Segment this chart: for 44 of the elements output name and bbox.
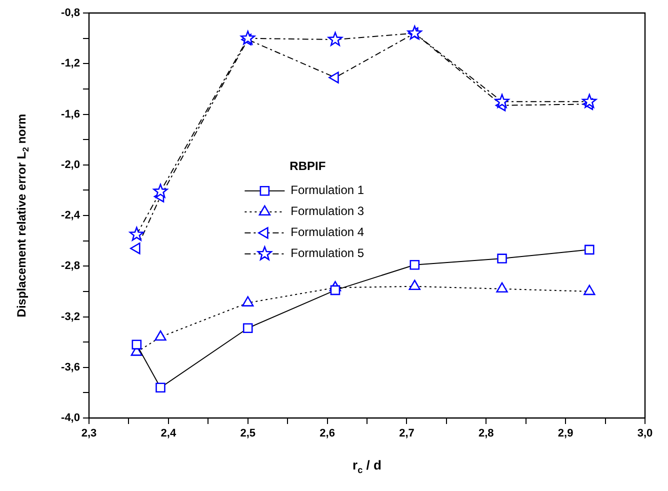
x-tick-label: 2,3: [81, 428, 97, 440]
legend-label: Formulation 1: [290, 183, 364, 198]
y-tick-label: -1,2: [61, 58, 80, 70]
x-tick-label: 2,4: [160, 428, 177, 440]
point: [156, 382, 166, 393]
point: [494, 94, 510, 108]
y-tick-label: -3,2: [61, 310, 80, 323]
point: [153, 184, 168, 198]
x-tick-label: 2,5: [240, 428, 256, 440]
point: [154, 330, 166, 341]
point: [240, 30, 256, 45]
y-tick-label: -4,0: [61, 412, 80, 424]
point: [497, 254, 507, 264]
point: [242, 296, 254, 306]
y-tick-label: -3,6: [61, 361, 80, 374]
legend-title: RBPIF: [290, 159, 326, 174]
x-tick-label: 3,0: [637, 428, 653, 440]
y-axis-title: Displacement relative error L2 norm: [14, 114, 31, 318]
x-tick-label: 2,7: [399, 428, 414, 440]
x-tick-label: 2,6: [320, 428, 335, 440]
point: [328, 72, 339, 84]
point: [584, 284, 596, 296]
y-tick-label: -2,4: [61, 210, 81, 222]
y-tick-label: -0,8: [61, 7, 80, 20]
y-tick-label: -2,8: [61, 260, 80, 272]
point: [584, 244, 594, 255]
point: [330, 285, 340, 296]
point: [130, 242, 140, 254]
point: [410, 260, 420, 270]
x-tick-label: 2,8: [478, 428, 494, 440]
point: [132, 340, 142, 350]
point: [129, 226, 144, 241]
point: [408, 280, 421, 290]
point: [407, 26, 422, 40]
x-tick-label: 2,9: [558, 428, 574, 440]
legend-label: Formulation 3: [290, 204, 364, 218]
legend-label: Formulation 5: [290, 246, 364, 260]
y-tick-label: -2,0: [61, 158, 80, 171]
point: [328, 32, 343, 46]
y-tick-label: -1,6: [61, 108, 80, 120]
legend-label: Formulation 4: [290, 225, 364, 240]
point: [242, 323, 253, 334]
point: [582, 94, 597, 108]
point: [496, 282, 508, 293]
